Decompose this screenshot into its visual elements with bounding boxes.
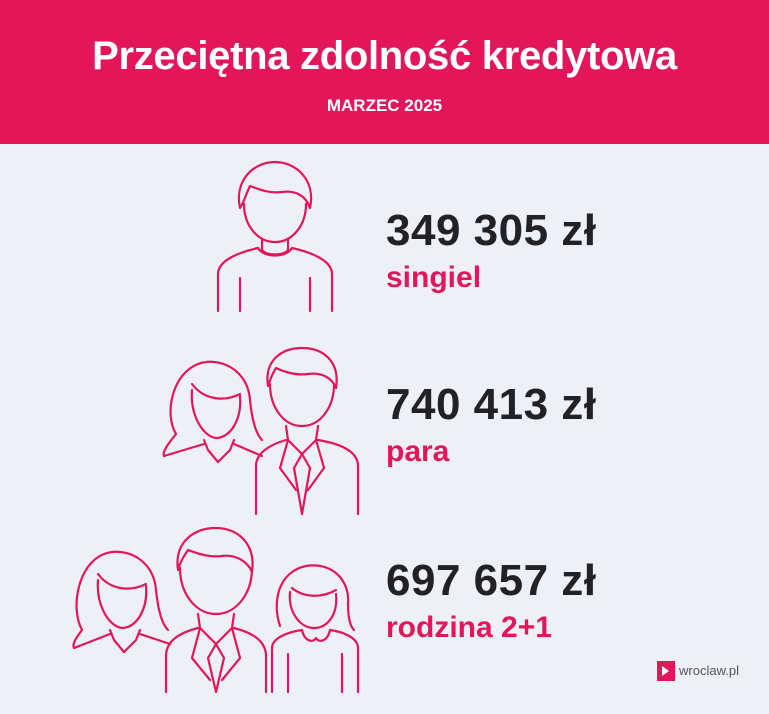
label-single: singiel (386, 261, 482, 294)
single-person-icon (216, 160, 334, 313)
amount-couple: 740 413 zł (386, 380, 597, 429)
wroclaw-logo[interactable]: wroclaw.pl (657, 660, 739, 682)
amount-family: 697 657 zł (386, 556, 597, 605)
amount-single: 349 305 zł (386, 206, 597, 255)
logo-text: wroclaw.pl (679, 663, 739, 678)
logo-play-icon (657, 661, 675, 681)
family-icon (72, 526, 360, 694)
label-couple: para (386, 435, 450, 468)
header-banner: Przeciętna zdolność kredytowa MARZEC 202… (0, 0, 769, 144)
page-title: Przeciętna zdolność kredytowa (92, 34, 677, 78)
page-subtitle: MARZEC 2025 (326, 96, 443, 115)
couple-icon (162, 346, 360, 516)
label-family: rodzina 2+1 (386, 611, 552, 644)
